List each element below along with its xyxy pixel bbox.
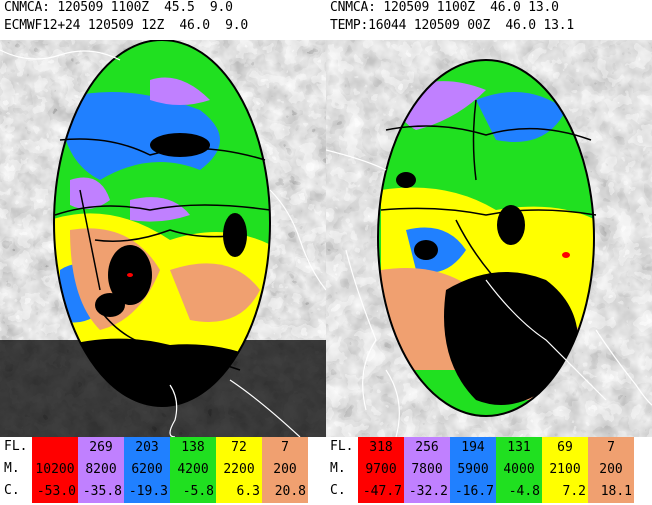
right-fl-4: 131 [496, 437, 542, 459]
left-m-4: 4200 [170, 459, 216, 481]
right-satellite-map [326, 40, 652, 437]
left-map-svg [0, 40, 326, 437]
right-c-5: 7.2 [542, 481, 588, 503]
left-disc-outline [53, 40, 271, 407]
right-c-2: -32.2 [404, 481, 450, 503]
left-legend: FL. 333 269 203 138 72 7 M. 10200 8200 6… [0, 437, 326, 505]
left-legend-label-m: M. [4, 461, 20, 476]
left-c-3: -19.3 [124, 481, 170, 503]
right-header-line1: CNMCA: 120509 1100Z 46.0 13.0 [330, 0, 559, 15]
right-fl-2: 256 [404, 437, 450, 459]
right-header-line2: TEMP:16044 120509 00Z 46.0 13.1 [330, 18, 575, 33]
left-c-1: -53.0 [32, 481, 78, 503]
right-legend-label-c: C. [330, 483, 346, 498]
left-c-6: 20.8 [262, 481, 308, 503]
left-fl-3: 203 [124, 437, 170, 459]
left-legend-row-c: C. -53.0 -35.8 -19.3 -5.8 6.3 20.8 [0, 481, 326, 503]
left-border-lines [54, 138, 271, 371]
right-colored-region [378, 60, 594, 416]
right-m-4: 4000 [496, 459, 542, 481]
right-fl-1: 318 [358, 437, 404, 459]
right-c-4: -4.8 [496, 481, 542, 503]
left-legend-label-fl: FL. [4, 439, 28, 454]
left-fl-5: 72 [216, 437, 262, 459]
right-disc-outline [377, 59, 595, 417]
right-legend-row-m: M. 9700 7800 5900 4000 2100 200 [326, 459, 652, 481]
right-m-2: 7800 [404, 459, 450, 481]
right-c-3: -16.7 [450, 481, 496, 503]
left-m-6: 200 [262, 459, 308, 481]
left-m-5: 2200 [216, 459, 262, 481]
right-fl-6: 7 [588, 437, 634, 459]
right-c-6: 18.1 [588, 481, 634, 503]
right-m-1: 9700 [358, 459, 404, 481]
right-m-3: 5900 [450, 459, 496, 481]
right-legend-label-fl: FL. [330, 439, 354, 454]
right-coastlines [326, 149, 652, 437]
right-fl-3: 194 [450, 437, 496, 459]
left-legend-label-c: C. [4, 483, 20, 498]
left-m-3: 6200 [124, 459, 170, 481]
left-panel: CNMCA: 120509 1100Z 45.5 9.0 ECMWF12+24 … [0, 0, 326, 505]
right-legend-label-m: M. [330, 461, 346, 476]
left-legend-row-m: M. 10200 8200 6200 4200 2200 200 [0, 459, 326, 481]
right-legend-row-fl: FL. 318 256 194 131 69 7 [326, 437, 652, 459]
right-panel: CNMCA: 120509 1100Z 46.0 13.0 TEMP:16044… [326, 0, 652, 505]
left-fl-2: 269 [78, 437, 124, 459]
right-m-5: 2100 [542, 459, 588, 481]
left-legend-row-fl: FL. 333 269 203 138 72 7 [0, 437, 326, 459]
left-coastlines [0, 49, 326, 437]
right-c-1: -47.7 [358, 481, 404, 503]
left-m-1: 10200 [32, 459, 78, 481]
right-fl-5: 69 [542, 437, 588, 459]
right-border-lines [380, 99, 597, 351]
left-fl-6: 7 [262, 437, 308, 459]
left-c-5: 6.3 [216, 481, 262, 503]
left-header-line1: CNMCA: 120509 1100Z 45.5 9.0 [4, 0, 233, 15]
left-header-line2: ECMWF12+24 120509 12Z 46.0 9.0 [4, 18, 249, 33]
left-m-2: 8200 [78, 459, 124, 481]
left-satellite-map [0, 40, 326, 437]
left-colored-region [54, 40, 270, 406]
left-c-2: -35.8 [78, 481, 124, 503]
right-m-6: 200 [588, 459, 634, 481]
right-legend-row-c: C. -47.7 -32.2 -16.7 -4.8 7.2 18.1 [326, 481, 652, 503]
right-map-svg [326, 40, 652, 437]
left-c-4: -5.8 [170, 481, 216, 503]
right-legend: FL. 318 256 194 131 69 7 M. 9700 7800 59… [326, 437, 652, 505]
left-fl-1: 333 [32, 437, 78, 459]
left-fl-4: 138 [170, 437, 216, 459]
